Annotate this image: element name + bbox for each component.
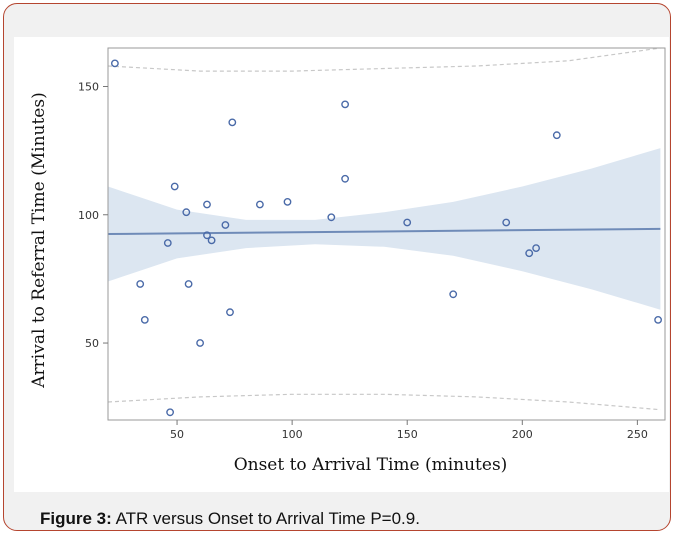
data-point: [166, 408, 175, 417]
data-point: [552, 131, 561, 140]
data-point: [532, 244, 540, 253]
data-point: [226, 308, 234, 317]
x-tick-label: 100: [282, 428, 303, 441]
regression-line: [107, 227, 661, 235]
y-tick-label: 100: [78, 209, 99, 222]
scatter-chart: 50 100 150 200 250 50 100 150 Onset to Arrival T…: [29, 47, 666, 475]
data-point: [207, 236, 216, 245]
data-point: [170, 182, 179, 191]
x-tick-label: 50: [170, 428, 184, 441]
data-point: [502, 218, 511, 227]
plot-frame: [107, 47, 666, 421]
data-point: [255, 200, 264, 209]
x-tick-label: 250: [627, 428, 648, 441]
data-point: [228, 118, 237, 127]
data-point: [221, 221, 230, 229]
data-point: [184, 280, 193, 288]
figure-caption-text: ATR versus Onset to Arrival Time P=0.9.: [111, 509, 420, 528]
figure-frame: 50 100 150 200 250 50 100 150 Onset to Arrival T…: [3, 3, 671, 531]
y-tick-label: 150: [78, 80, 99, 93]
prediction-band-lower: [108, 393, 661, 411]
x-axis-title: Onset to Arrival Time (minutes): [234, 455, 508, 475]
y-axis-title: Arrival to Referral Time (Minutes): [29, 92, 49, 388]
y-tick-label: 50: [85, 337, 99, 350]
x-tick-label: 200: [512, 428, 533, 441]
data-point: [203, 231, 211, 240]
data-point: [136, 280, 145, 288]
data-point: [203, 200, 211, 209]
data-point: [327, 213, 336, 222]
data-point: [449, 290, 458, 299]
data-point: [196, 339, 205, 347]
data-point: [341, 100, 349, 109]
prediction-band-upper: [108, 48, 661, 72]
data-point: [111, 59, 119, 68]
data-point: [140, 315, 149, 324]
figure-caption-label: Figure 3:: [40, 509, 112, 528]
data-point: [403, 218, 412, 227]
data-point: [283, 197, 292, 206]
data-point: [525, 249, 534, 258]
x-tick-label: 150: [397, 428, 418, 441]
data-point: [341, 174, 349, 183]
data-point: [654, 315, 662, 324]
figure-caption: Figure 3: ATR versus Onset to Arrival Ti…: [40, 509, 420, 529]
data-point: [182, 208, 191, 217]
confidence-band: [108, 148, 661, 310]
data-point: [163, 239, 172, 247]
